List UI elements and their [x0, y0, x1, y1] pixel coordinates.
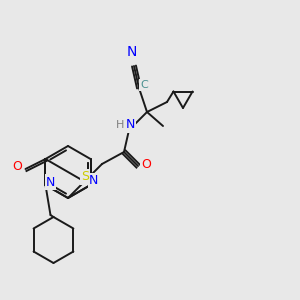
Text: N: N: [127, 45, 137, 59]
Text: S: S: [81, 170, 89, 184]
Text: N: N: [125, 118, 135, 131]
Text: H: H: [116, 120, 124, 130]
Text: N: N: [89, 175, 98, 188]
Text: O: O: [13, 160, 22, 173]
Text: O: O: [141, 158, 151, 170]
Text: N: N: [46, 176, 55, 188]
Text: C: C: [140, 80, 148, 90]
